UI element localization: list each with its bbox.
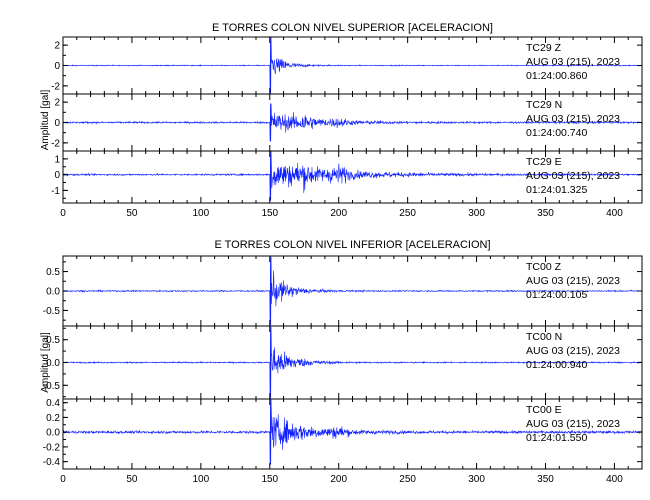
- x-tick-label: 0: [60, 474, 66, 485]
- event-time-label: 01:24:00.740: [526, 127, 587, 139]
- station-component-label: TC00 Z: [526, 261, 562, 273]
- event-date-label: AUG 03 (215), 2023: [526, 418, 620, 430]
- y-tick-label: 0.2: [46, 413, 60, 424]
- x-tick-label: 0: [60, 208, 66, 219]
- panel-TC29-E: -1 0 1 TC29 E AUG 03 (215), 2023 01:24:01.325: [51, 150, 643, 204]
- event-date-label: AUG 03 (215), 2023: [526, 345, 620, 357]
- panel-TC00-N: -0.5 0.0 0.5 TC00 N AUG 03 (215), 2023 01:24:…: [43, 325, 643, 400]
- x-tick-label: 250: [399, 474, 416, 485]
- event-date-label: AUG 03 (215), 2023: [526, 113, 620, 125]
- chart-1: E TORRES COLON NIVEL INFERIOR [ACELERACI…: [40, 239, 643, 485]
- y-tick-label: 2: [54, 98, 60, 109]
- event-date-label: AUG 03 (215), 2023: [526, 170, 620, 182]
- event-time-label: 01:24:00.940: [526, 359, 587, 371]
- y-tick-label: -0.2: [43, 442, 61, 453]
- event-time-label: 01:24:00.105: [526, 289, 587, 301]
- y-tick-label: 0.4: [46, 398, 60, 409]
- panel-TC29-N: -2 0 2 TC29 N AUG 03 (215), 2023 01:24:00.740: [51, 93, 643, 152]
- event-date-label: AUG 03 (215), 2023: [526, 275, 620, 287]
- waveform-trace: [63, 103, 642, 142]
- y-tick-label: -0.5: [43, 381, 61, 392]
- chart-title: E TORRES COLON NIVEL INFERIOR [ACELERACI…: [214, 239, 490, 251]
- x-tick-label: 350: [537, 474, 554, 485]
- y-tick-label: 0.0: [46, 428, 60, 439]
- event-time-label: 01:24:01.550: [526, 432, 587, 444]
- y-tick-label: -2: [51, 138, 60, 149]
- x-tick-label: 100: [193, 208, 210, 219]
- x-tick-label: 300: [468, 474, 485, 485]
- waveform-trace: [63, 399, 642, 465]
- event-time-label: 01:24:01.325: [526, 184, 587, 196]
- station-component-label: TC00 E: [526, 404, 562, 416]
- event-time-label: 01:24:00.860: [526, 70, 587, 82]
- y-tick-label: 0.0: [46, 358, 60, 369]
- y-tick-label: 0: [54, 61, 60, 72]
- y-tick-label: -0.5: [43, 306, 61, 317]
- chart-title: E TORRES COLON NIVEL SUPERIOR [ACELERACI…: [212, 22, 493, 34]
- waveform-trace: [63, 326, 642, 399]
- station-component-label: TC29 N: [526, 99, 562, 111]
- waveform-trace: [63, 256, 642, 326]
- panel-TC00-Z: -0.5 0.0 0.5 TC00 Z AUG 03 (215), 2023 01:24:…: [43, 255, 643, 327]
- x-tick-label: 50: [126, 208, 138, 219]
- x-tick-label: 150: [261, 474, 278, 485]
- y-tick-label: 0.0: [46, 287, 60, 298]
- x-tick-label: 400: [606, 474, 623, 485]
- x-tick-label: 350: [537, 208, 554, 219]
- x-tick-label: 200: [330, 208, 347, 219]
- x-tick-label: 200: [330, 474, 347, 485]
- x-tick-label: 400: [606, 208, 623, 219]
- x-tick-label: 150: [261, 208, 278, 219]
- station-component-label: TC00 N: [526, 331, 562, 343]
- panel-TC00-E: -0.4 -0.2 0.0 0.2 0.4 TC00 E AUG 03 (215), 202…: [43, 398, 643, 470]
- panel-TC29-Z: -2 0 2 TC29 Z AUG 03 (215), 2023 01:24:00.860: [51, 36, 643, 95]
- y-tick-label: 0.5: [46, 335, 60, 346]
- y-tick-label: 1: [54, 154, 60, 165]
- y-tick-label: -1: [51, 186, 60, 197]
- y-axis-label: Amplitud [gal]: [40, 89, 51, 150]
- x-tick-label: 50: [126, 474, 138, 485]
- station-component-label: TC29 E: [526, 156, 562, 168]
- y-tick-label: 0: [54, 170, 60, 181]
- waveform-trace: [63, 37, 642, 94]
- x-tick-label: 250: [399, 208, 416, 219]
- y-tick-label: -0.4: [43, 457, 61, 468]
- station-component-label: TC29 Z: [526, 42, 562, 54]
- y-tick-label: 0: [54, 118, 60, 129]
- x-tick-label: 100: [193, 474, 210, 485]
- y-tick-label: -2: [51, 81, 60, 92]
- waveform-trace: [63, 151, 642, 201]
- x-tick-label: 300: [468, 208, 485, 219]
- y-tick-label: 0.5: [46, 267, 60, 278]
- chart-0: E TORRES COLON NIVEL SUPERIOR [ACELERACI…: [40, 22, 643, 219]
- event-date-label: AUG 03 (215), 2023: [526, 56, 620, 68]
- y-axis-label: Amplitud [gal]: [40, 332, 51, 393]
- y-tick-label: 2: [54, 41, 60, 52]
